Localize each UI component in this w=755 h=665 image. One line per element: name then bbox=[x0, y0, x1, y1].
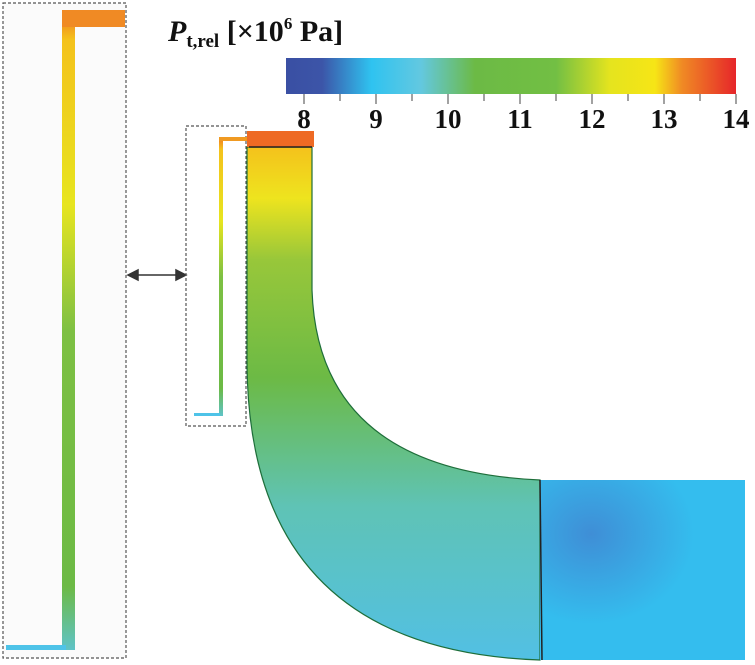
colorbar-tick-labels: 8 9 10 11 12 13 14 bbox=[297, 104, 749, 134]
colorbar-tick-label: 13 bbox=[651, 104, 678, 134]
enlarged-bottom-channel bbox=[6, 645, 66, 650]
small-bottom-channel bbox=[194, 413, 220, 416]
enlarged-vertical-channel bbox=[62, 14, 75, 650]
colorbar-tick-label: 10 bbox=[435, 104, 462, 134]
elbow-duct bbox=[246, 146, 541, 661]
outlet-section bbox=[540, 480, 745, 660]
colorbar bbox=[286, 58, 736, 94]
double-arrow-icon bbox=[126, 268, 188, 282]
enlarged-top-channel bbox=[62, 10, 125, 27]
colorbar-tick-label: 12 bbox=[579, 104, 606, 134]
small-vertical-channel bbox=[219, 138, 223, 416]
small-top-channel bbox=[219, 137, 247, 141]
small-inset-frame bbox=[185, 125, 247, 427]
colorbar-title: Pt,rel [×106 Pa] bbox=[168, 14, 344, 52]
colorbar-ticks bbox=[303, 94, 737, 104]
colorbar-tick-label: 9 bbox=[369, 104, 383, 134]
elbow-inlet-cap bbox=[247, 131, 314, 147]
colorbar-tick-label: 14 bbox=[723, 104, 750, 134]
colorbar-tick-label: 8 bbox=[297, 104, 311, 134]
colorbar-tick-label: 11 bbox=[507, 104, 533, 134]
